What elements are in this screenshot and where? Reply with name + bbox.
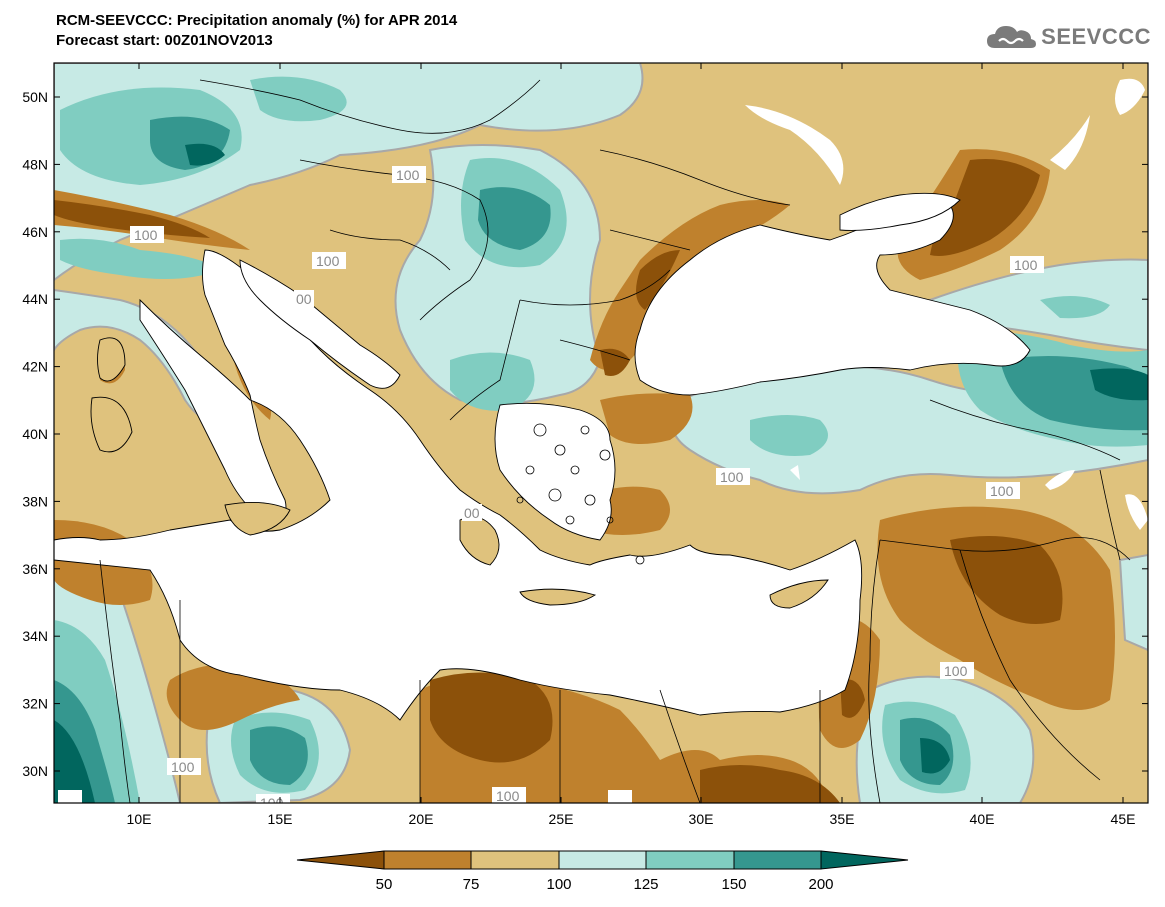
- colorbar-level-label: 75: [463, 876, 480, 893]
- lon-tick-label: 40E: [970, 811, 995, 827]
- contour-label: 100: [990, 483, 1014, 499]
- contour-label: 100: [260, 795, 284, 811]
- colorbar-level-label: 200: [808, 876, 833, 893]
- contour-label: 100: [1014, 257, 1038, 273]
- lat-tick-label: 44N: [22, 291, 48, 307]
- latitude-axis: 50N 48N 46N 44N 42N 40N 38N 36N 34N 32N 30N: [22, 89, 1148, 779]
- colorbar-bin-above-200: [820, 850, 909, 870]
- contour-label-partial: 00: [464, 505, 480, 521]
- colorbar-bin: [470, 850, 560, 870]
- colorbar-level-label: 150: [721, 876, 746, 893]
- anomaly-above-200: [54, 143, 1148, 803]
- contour-label-partial: 00: [296, 291, 312, 307]
- colorbar-bin-below-50: [296, 850, 385, 870]
- no-data-patches: [58, 78, 1148, 803]
- lat-tick-label: 50N: [22, 89, 48, 105]
- lat-tick-label: 38N: [22, 493, 48, 509]
- contour-label: 100: [496, 788, 520, 804]
- contour-label: 100: [316, 253, 340, 269]
- colorbar-bin: [733, 850, 822, 870]
- cloud-logo-icon: [987, 26, 1037, 48]
- country-borders: [99, 79, 1131, 803]
- anomaly-below-50: [54, 159, 1063, 803]
- lon-tick-label: 35E: [830, 811, 855, 827]
- lat-tick-label: 48N: [22, 156, 48, 172]
- colorbar-level-label: 50: [376, 876, 393, 893]
- contour-label: 100: [944, 663, 968, 679]
- contour-label: 100: [720, 469, 744, 485]
- colorbar-level-label: 100: [546, 876, 571, 893]
- lat-tick-label: 36N: [22, 561, 48, 577]
- colorbar: 50 75 100 125 150 200: [296, 850, 909, 893]
- lat-tick-label: 46N: [22, 224, 48, 240]
- forecast-start-label: Forecast start: 00Z01NOV2013: [56, 32, 273, 49]
- logo-text: SEEVCCC: [1041, 24, 1151, 49]
- colorbar-level-label: 125: [633, 876, 658, 893]
- lon-tick-label: 20E: [409, 811, 434, 827]
- sea-areas: [54, 192, 1031, 721]
- contour-label: 100: [171, 759, 195, 775]
- lon-tick-label: 25E: [549, 811, 574, 827]
- seevccc-logo: SEEVCCC: [985, 22, 1151, 52]
- longitude-axis: 10E 15E 20E 25E 30E 35E 40E 45E: [127, 63, 1136, 827]
- lat-tick-label: 34N: [22, 628, 48, 644]
- aegean-islands: [516, 423, 645, 565]
- lat-tick-label: 32N: [22, 696, 48, 712]
- lon-tick-label: 30E: [689, 811, 714, 827]
- lat-tick-label: 42N: [22, 359, 48, 375]
- lon-tick-label: 10E: [127, 811, 152, 827]
- colorbar-bin: [558, 850, 647, 870]
- lat-tick-label: 40N: [22, 426, 48, 442]
- map-title: RCM-SEEVCCC: Precipitation anomaly (%) f…: [56, 12, 458, 29]
- lon-tick-label: 15E: [268, 811, 293, 827]
- islands: [90, 337, 829, 609]
- lat-tick-label: 30N: [22, 763, 48, 779]
- contour-label: 100: [396, 167, 420, 183]
- colorbar-bin: [645, 850, 735, 870]
- lon-tick-label: 45E: [1111, 811, 1136, 827]
- contour-label: 100: [134, 227, 158, 243]
- contour-labels: 100 100 100 00 100 100 100 00 100 100 10…: [130, 166, 1044, 811]
- map-frame: [53, 62, 1149, 804]
- map-field: 100 100 100 00 100 100 100 00 100 100 10…: [54, 63, 1148, 811]
- colorbar-bin: [383, 850, 472, 870]
